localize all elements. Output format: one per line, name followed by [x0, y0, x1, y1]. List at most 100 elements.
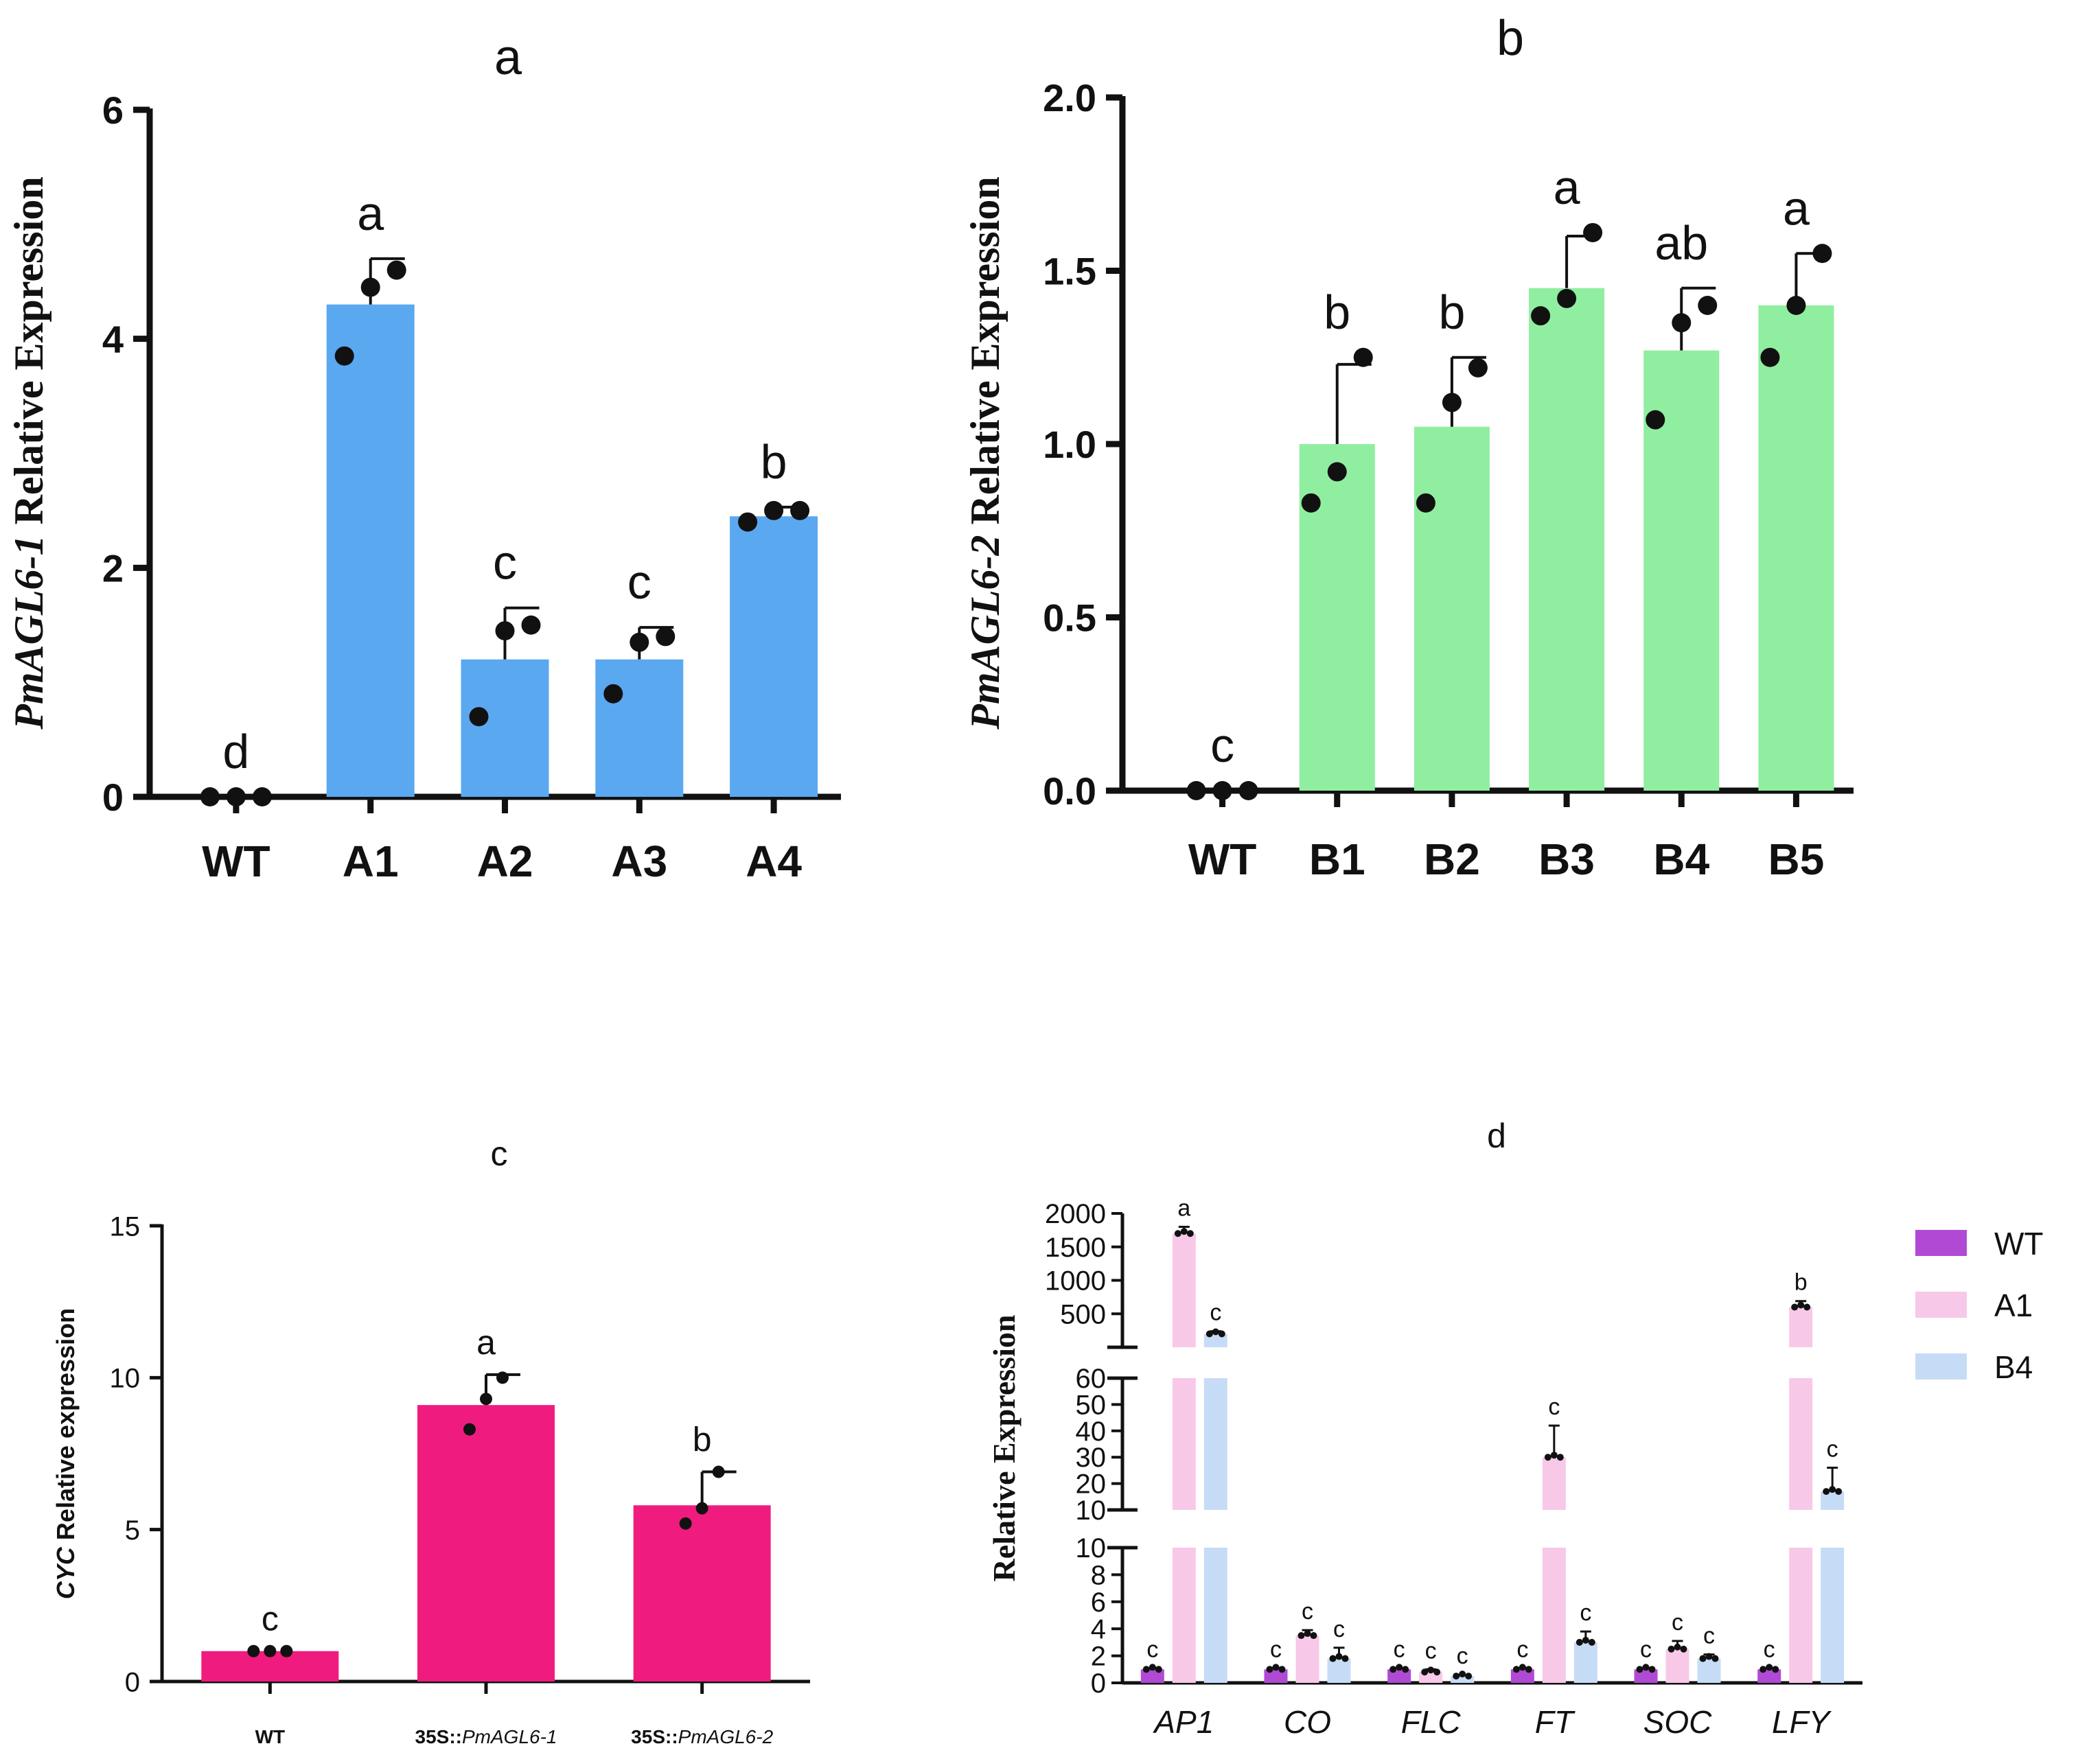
- bar-A1-LFY: [1789, 1548, 1813, 1683]
- x-tick-label-prefix: 35S::: [415, 1726, 462, 1747]
- bar-A1-AP1: [1172, 1233, 1196, 1347]
- significance-letter: c: [1333, 1616, 1345, 1642]
- bar-A1-SOC: [1665, 1649, 1689, 1683]
- data-point: [1186, 781, 1206, 800]
- panel-title: b: [1497, 11, 1524, 66]
- bar-A4: [730, 516, 818, 797]
- data-point: [1668, 1645, 1675, 1653]
- bar-A1-FT: [1542, 1457, 1566, 1510]
- x-tick-label: B1: [1309, 835, 1365, 884]
- data-point: [1310, 1632, 1317, 1640]
- data-point: [334, 346, 354, 366]
- bar-B4-FT: [1573, 1642, 1597, 1683]
- significance-letter: c: [1580, 1600, 1591, 1626]
- data-point: [1416, 493, 1435, 513]
- data-point: [1465, 1673, 1473, 1680]
- significance-letter: c: [1210, 1300, 1221, 1326]
- data-point: [469, 707, 489, 727]
- data-point: [496, 1371, 509, 1384]
- y-tick-label: 0: [102, 776, 124, 819]
- y-axis-label-gene: PmAGL6-2: [962, 535, 1008, 730]
- data-point: [1341, 1655, 1349, 1662]
- data-point: [1576, 1638, 1583, 1646]
- significance-letter: c: [1146, 1636, 1158, 1662]
- y-tick-label: 500: [1060, 1299, 1106, 1329]
- data-point: [1705, 1653, 1713, 1660]
- y-tick-label: 1500: [1045, 1233, 1106, 1263]
- significance-letter: c: [1457, 1643, 1468, 1669]
- x-tick-label: WT: [1188, 835, 1257, 884]
- data-point: [712, 1465, 725, 1478]
- bar-A1-CO: [1295, 1636, 1319, 1683]
- data-point: [1588, 1638, 1595, 1646]
- significance-letter: c: [1302, 1598, 1313, 1625]
- significance-letter: a: [1783, 181, 1810, 235]
- data-point: [1459, 1671, 1466, 1678]
- legend-label: A1: [1994, 1288, 2033, 1323]
- data-point: [1699, 1655, 1707, 1662]
- y-tick-label: 2: [1091, 1642, 1106, 1672]
- bar-B5: [1758, 305, 1834, 791]
- data-point: [1812, 244, 1832, 264]
- y-tick-label: 1.0: [1043, 423, 1096, 466]
- x-tick-label: CO: [1284, 1704, 1331, 1740]
- data-point: [1212, 1328, 1219, 1336]
- data-point: [1327, 462, 1347, 482]
- bar-A1-LFY: [1789, 1378, 1813, 1510]
- data-point: [1180, 1228, 1188, 1235]
- data-point: [1550, 1452, 1558, 1459]
- data-point: [386, 260, 406, 280]
- y-tick-label: 10: [1076, 1496, 1107, 1526]
- significance-letter: c: [1764, 1636, 1775, 1662]
- data-point: [1205, 1330, 1213, 1338]
- data-point: [1772, 1666, 1779, 1673]
- bar-B4-FLC: [1451, 1676, 1475, 1683]
- x-tick-label: FLC: [1401, 1704, 1462, 1740]
- y-tick-label: 2.0: [1043, 76, 1096, 119]
- data-point: [1698, 296, 1718, 315]
- significance-letter: c: [1703, 1623, 1715, 1649]
- data-point: [1531, 306, 1551, 326]
- legend-label: WT: [1994, 1226, 2044, 1261]
- y-tick-label: 8: [1091, 1560, 1106, 1590]
- data-point: [1525, 1666, 1532, 1673]
- x-tick-label: A2: [477, 837, 533, 886]
- legend-swatch-WT: [1915, 1230, 1967, 1256]
- data-point: [1297, 1632, 1305, 1640]
- data-point: [1453, 1673, 1460, 1680]
- y-axis-label: CYC Relative expression: [51, 1308, 80, 1599]
- panel-b-chart: b 0.0 0.5 1.0 1.5 2.0 PmAGL6-2 Relative Expres…: [962, 11, 1854, 884]
- bar-B3: [1529, 288, 1605, 791]
- y-tick-label: 50: [1076, 1390, 1107, 1420]
- bar-A1-AP1: [1172, 1548, 1196, 1683]
- x-tick-label: B2: [1424, 835, 1480, 884]
- y-axis-label: PmAGL6-1 Relative Expression: [6, 176, 51, 730]
- significance-letter: a: [1554, 161, 1580, 214]
- y-tick-label: 0: [1091, 1668, 1106, 1699]
- bar-A1-LFY: [1789, 1307, 1813, 1347]
- significance-letter: c: [1210, 719, 1234, 772]
- panel-a-chart: a 0 2 4 6 PmAGL6-1 Relative Expression d WT a A1 c…: [6, 30, 841, 886]
- x-tick-label-gene: PmAGL6-2: [678, 1726, 774, 1747]
- y-axis-label-text: Relative expression: [51, 1308, 80, 1547]
- data-point: [630, 632, 649, 652]
- y-tick-label: 30: [1076, 1443, 1107, 1473]
- bar-A1-AP1: [1172, 1378, 1196, 1510]
- data-point: [280, 1644, 293, 1657]
- data-point: [1646, 410, 1665, 430]
- y-tick-label: 40: [1076, 1417, 1107, 1447]
- bar-35S::PmAGL6-1: [417, 1405, 555, 1682]
- significance-letter: c: [493, 536, 517, 590]
- data-point: [1759, 1666, 1767, 1673]
- data-point: [1142, 1666, 1150, 1673]
- data-point: [1402, 1666, 1409, 1673]
- legend-swatch-B4: [1915, 1353, 1967, 1380]
- data-point: [1648, 1666, 1656, 1673]
- data-point: [1835, 1488, 1843, 1496]
- data-point: [1155, 1666, 1162, 1673]
- x-tick-label: A1: [343, 837, 399, 886]
- bar-35S::PmAGL6-2: [633, 1505, 771, 1682]
- y-axis-label-text: Relative Expression: [6, 176, 51, 535]
